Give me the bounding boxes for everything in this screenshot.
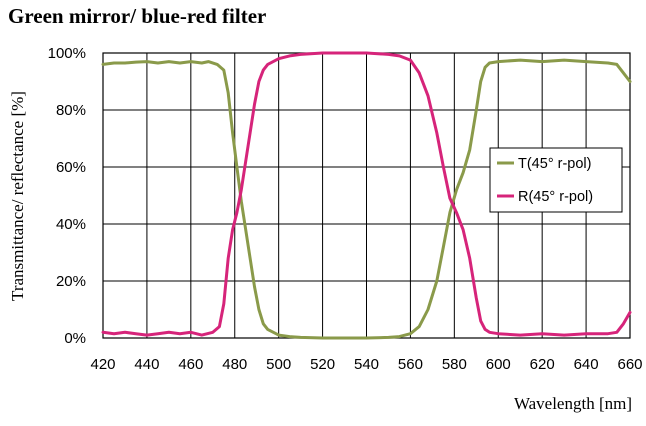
y-tick-label: 20%	[56, 273, 86, 290]
x-tick-labels: 420 440 460 480 500 520 540 560 580 600 620 640 660	[90, 356, 642, 373]
chart-title: Green mirror/ blue-red filter	[8, 4, 266, 28]
x-tick-label: 500	[266, 356, 291, 373]
x-tick-label: 620	[530, 356, 555, 373]
x-tick-label: 640	[574, 356, 599, 373]
x-tick-label: 420	[90, 356, 115, 373]
y-tick-label: 60%	[56, 159, 86, 176]
series-line-1	[101, 51, 632, 337]
legend-label-r: R(45° r-pol)	[518, 189, 593, 205]
y-tick-label: 0%	[64, 330, 86, 347]
x-tick-label: 560	[398, 356, 423, 373]
y-tick-labels: 0% 20% 40% 60% 80% 100%	[48, 45, 86, 347]
series-lines	[101, 51, 632, 340]
legend: T(45° r-pol) R(45° r-pol)	[489, 147, 623, 213]
x-tick-label: 460	[178, 356, 203, 373]
legend-label-t: T(45° r-pol)	[518, 156, 591, 172]
x-tick-label: 660	[617, 356, 642, 373]
y-tick-label: 40%	[56, 216, 86, 233]
x-tick-label: 540	[354, 356, 379, 373]
x-tick-label: 580	[442, 356, 467, 373]
x-axis-label: Wavelength [nm]	[514, 394, 632, 413]
x-tick-label: 440	[134, 356, 159, 373]
y-tick-label: 80%	[56, 102, 86, 119]
x-tick-label: 480	[222, 356, 247, 373]
y-axis-label: Transmittance/ reflectance [%]	[8, 91, 27, 301]
y-tick-label: 100%	[48, 45, 86, 62]
legend-box	[489, 147, 623, 213]
x-tick-label: 600	[486, 356, 511, 373]
series-line-0	[101, 58, 632, 340]
x-tick-label: 520	[310, 356, 335, 373]
